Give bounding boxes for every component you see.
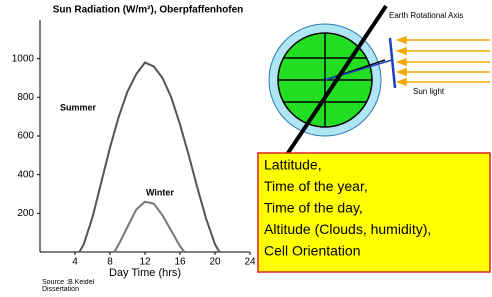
y-tick-label: 800 [17,92,34,103]
sun-label: Sun light [413,87,445,96]
source-box: Source :B.Keidel Dissertation [42,279,122,297]
factor: Time of the year, [264,178,368,194]
annotation: Winter [146,187,174,197]
source: Source :B.Keidel Dissertation [42,279,122,293]
x-axis-label: Day Time (hrs) [109,267,181,279]
factor: Lattitude, [264,157,322,173]
ray-head [398,48,406,54]
ray-head [398,69,406,75]
factor: Cell Orientation [264,243,361,259]
page: Sun Radiation (W/m²), Oberpfaffenhofen D… [0,0,492,297]
ray-head [398,37,406,43]
ray-head [398,59,406,65]
y-tick-label: 200 [17,208,34,219]
y-tick-label: 600 [17,131,34,142]
annotation: Summer [60,102,97,112]
line [79,63,219,252]
figure: Sun Radiation (W/m²), Oberpfaffenhofen D… [0,0,492,297]
ray-head [398,79,406,85]
factor: Altitude (Clouds, humidity), [264,221,431,237]
y-tick-label: 1000 [12,53,35,64]
x-tick-label: 12 [139,257,151,268]
line [114,202,184,252]
chart-title: Sun Radiation (W/m²), Oberpfaffenhofen [53,5,244,16]
x-tick-label: 16 [174,257,186,268]
sun-rays [398,37,490,85]
x-tick-label: 4 [72,257,78,268]
x-tick-label: 8 [107,257,113,268]
factor: Time of the day, [264,200,363,216]
y-tick-label: 400 [17,169,34,180]
cell-plane [390,38,395,88]
x-tick-label: 24 [244,257,256,268]
axis-label: Earth Rotational Axis [389,11,463,20]
x-tick-label: 20 [209,257,221,268]
